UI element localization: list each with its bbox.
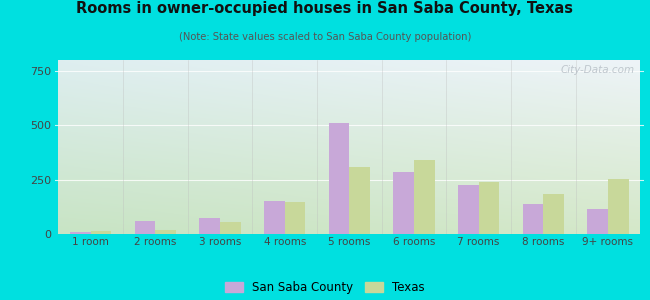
Bar bbox=[478, 182, 499, 234]
Bar bbox=[220, 222, 240, 234]
Bar bbox=[543, 194, 564, 234]
Bar bbox=[135, 221, 155, 234]
Bar bbox=[329, 123, 349, 234]
Bar bbox=[91, 231, 112, 234]
Bar bbox=[608, 178, 629, 234]
Bar bbox=[587, 209, 608, 234]
Bar bbox=[70, 232, 91, 234]
Bar bbox=[523, 203, 543, 234]
Text: Rooms in owner-occupied houses in San Saba County, Texas: Rooms in owner-occupied houses in San Sa… bbox=[77, 2, 573, 16]
Text: City-Data.com: City-Data.com bbox=[560, 65, 634, 75]
Bar bbox=[264, 201, 285, 234]
Bar bbox=[458, 185, 478, 234]
Bar bbox=[155, 230, 176, 234]
Bar bbox=[285, 202, 306, 234]
Bar bbox=[393, 172, 414, 234]
Bar bbox=[414, 160, 435, 234]
Text: (Note: State values scaled to San Saba County population): (Note: State values scaled to San Saba C… bbox=[179, 32, 471, 41]
Bar bbox=[350, 167, 370, 234]
Legend: San Saba County, Texas: San Saba County, Texas bbox=[225, 281, 425, 294]
Bar bbox=[200, 218, 220, 234]
